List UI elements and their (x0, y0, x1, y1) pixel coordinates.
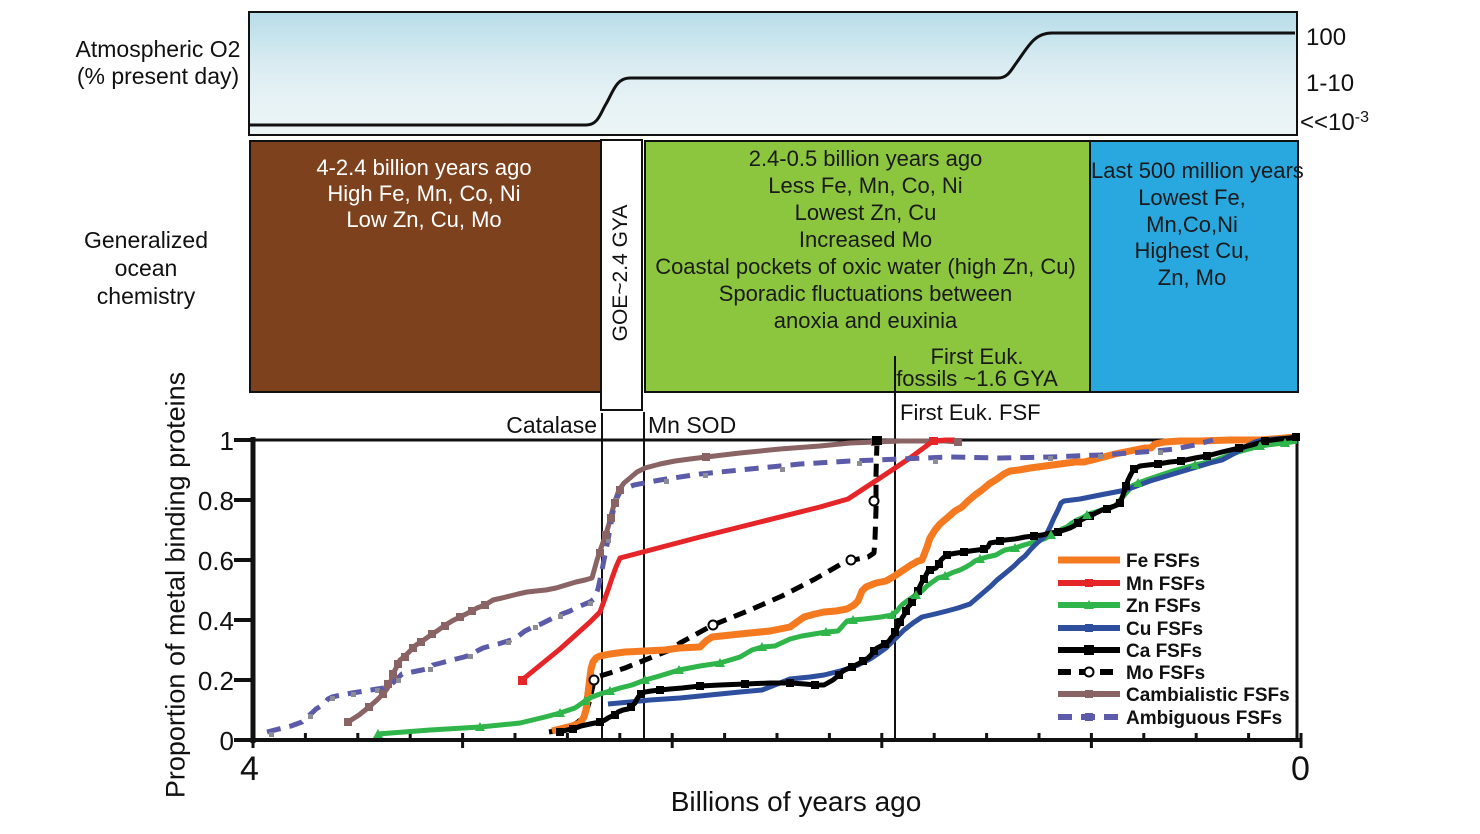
svg-text:Fe FSFs: Fe FSFs (1126, 551, 1200, 572)
svg-text:Cambialistic FSFs: Cambialistic FSFs (1126, 685, 1290, 706)
svg-text:Zn FSFs: Zn FSFs (1126, 596, 1201, 617)
svg-text:Ambiguous FSFs: Ambiguous FSFs (1126, 708, 1282, 729)
svg-text:Mo FSFs: Mo FSFs (1126, 663, 1205, 684)
svg-text:Ca FSFs: Ca FSFs (1126, 641, 1202, 662)
svg-text:Cu FSFs: Cu FSFs (1126, 619, 1203, 640)
svg-text:Mn FSFs: Mn FSFs (1126, 574, 1205, 595)
